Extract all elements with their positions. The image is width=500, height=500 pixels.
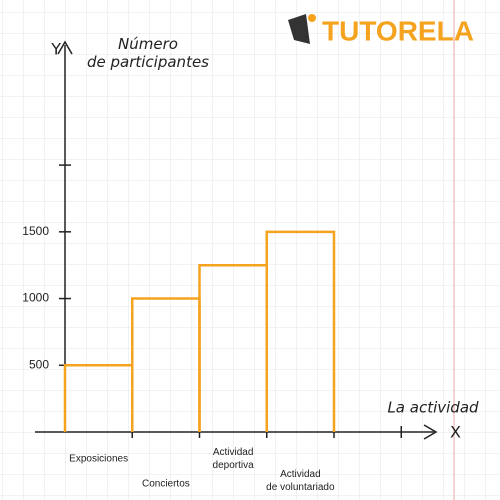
y-axis-name: Y <box>50 40 61 59</box>
x-arrow <box>423 424 438 440</box>
x-axis-name: X <box>450 423 461 442</box>
x-tick-label: Actividad deportiva <box>213 447 255 471</box>
logo: TUTORELA <box>288 14 474 46</box>
x-tick-label: Exposiciones <box>69 454 128 465</box>
y-tick-label: 1500 <box>22 224 49 238</box>
y-tick-label: 1000 <box>22 291 49 305</box>
bar <box>265 230 336 432</box>
logo-icon <box>288 14 310 44</box>
y-axis-label: Número de participantes <box>87 35 209 71</box>
logo-text: TUTORELA <box>322 15 474 46</box>
y-arrow <box>57 40 73 55</box>
x-axis-label: La actividad <box>387 399 479 417</box>
y-tick-label: 500 <box>29 357 49 371</box>
x-tick-label: Conciertos <box>142 479 190 490</box>
logo-dot <box>308 14 316 22</box>
x-tick-label: Actividad de voluntariado <box>266 469 335 493</box>
